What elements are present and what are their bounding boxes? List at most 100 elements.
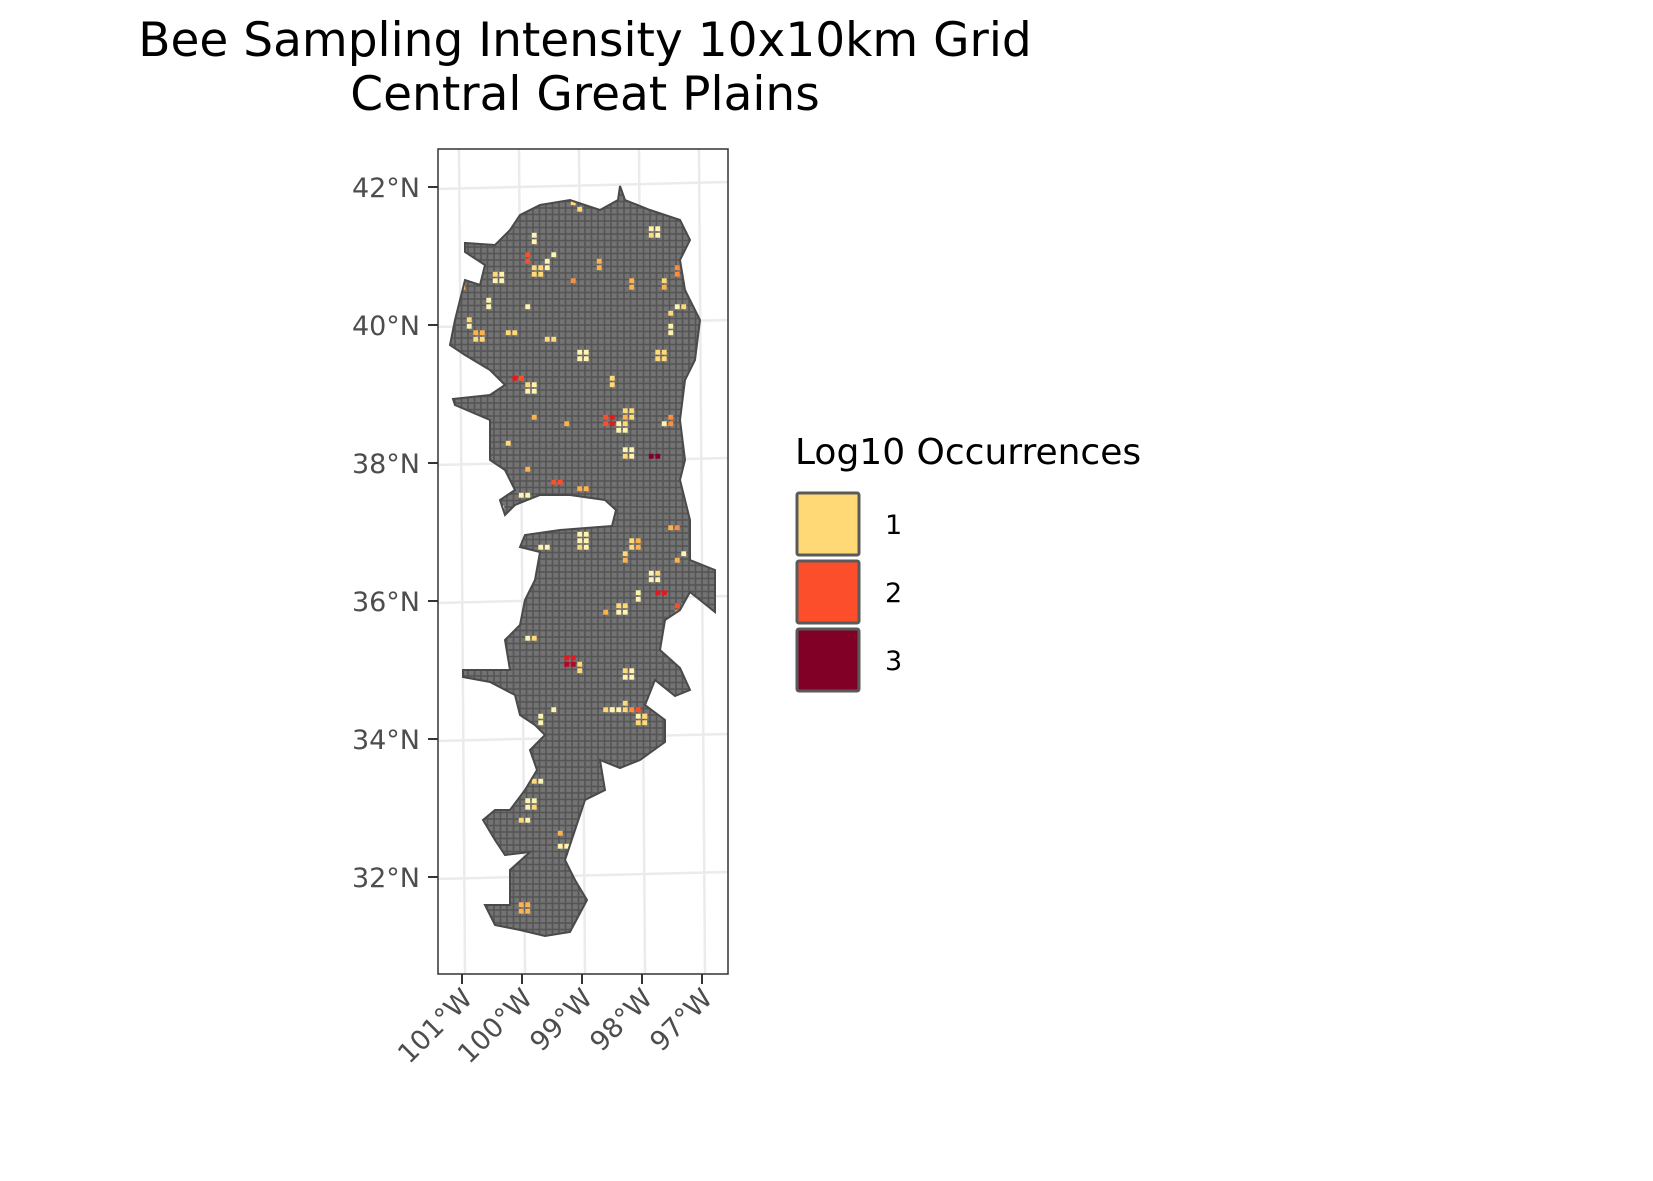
grid-cell [466, 317, 472, 323]
grid-cell [557, 843, 563, 849]
grid-cell [531, 804, 537, 810]
grid-cell [655, 232, 661, 238]
legend-key-2 [795, 559, 861, 625]
grid-cell [557, 830, 563, 836]
grid-cell [525, 798, 531, 804]
grid-cell [525, 804, 531, 810]
grid-cell [609, 375, 615, 381]
grid-cell [674, 271, 680, 277]
grid-cell [583, 531, 589, 537]
grid-cell [512, 375, 518, 381]
chart-title-line-2: Central Great Plains [350, 67, 820, 122]
grid-cell [635, 544, 641, 550]
grid-cell [564, 655, 570, 661]
grid-cell [525, 902, 531, 908]
grid-cell [525, 388, 531, 394]
grid-cell [525, 817, 531, 823]
grid-cell [525, 635, 531, 641]
grid-cell [609, 414, 615, 420]
grid-cell [531, 414, 537, 420]
grid-cell [473, 330, 479, 336]
grid-cell [551, 252, 557, 258]
grid-cell [648, 577, 654, 583]
grid-cell [486, 304, 492, 310]
grid-cell [473, 336, 479, 342]
grid-cell [661, 421, 667, 427]
grid-cell [668, 323, 674, 329]
grid-cell [616, 603, 622, 609]
grid-cell [538, 713, 544, 719]
grid-cell [531, 232, 537, 238]
map-panel [437, 148, 729, 975]
grid-cell [577, 544, 583, 550]
grid-cell [674, 557, 680, 563]
y-tick-label: 36°N [352, 587, 420, 618]
grid-cell [564, 421, 570, 427]
x-tick-label: 98°W [584, 983, 659, 1058]
grid-cell [629, 414, 635, 420]
grid-cell [583, 544, 589, 550]
grid-cell [622, 414, 628, 420]
grid-cell [577, 356, 583, 362]
grid-cell [525, 304, 531, 310]
grid-cell [629, 447, 635, 453]
grid-cell [603, 414, 609, 420]
grid-cell [629, 668, 635, 674]
grid-cell [544, 265, 550, 271]
grid-cell [655, 453, 661, 459]
grid-cell [635, 707, 641, 713]
grid-cell [570, 278, 576, 284]
grid-cell [518, 817, 524, 823]
grid-cell [681, 304, 687, 310]
grid-cell [551, 479, 557, 485]
grid-cell [570, 661, 576, 667]
grid-cell [583, 356, 589, 362]
grid-cell [609, 707, 615, 713]
graticule-meridian [697, 149, 707, 974]
grid-cell [629, 278, 635, 284]
grid-cell [525, 382, 531, 388]
grid-cell [538, 720, 544, 726]
legend-label: 1 [885, 510, 902, 541]
grid-cell [577, 206, 583, 212]
grid-cell [603, 609, 609, 615]
grid-cell [531, 382, 537, 388]
grid-cell [616, 421, 622, 427]
grid-cell [622, 557, 628, 563]
grid-cell [622, 447, 628, 453]
legend-key-3 [795, 627, 861, 693]
grid-cell [538, 544, 544, 550]
grid-cell [661, 284, 667, 290]
grid-cell [531, 265, 537, 271]
x-tick-label: 97°W [644, 983, 719, 1058]
grid-cell [629, 453, 635, 459]
grid-cell [661, 590, 667, 596]
grid-cell [655, 356, 661, 362]
grid-cell [616, 427, 622, 433]
grid-cell [538, 271, 544, 277]
graticule-parallel [438, 180, 728, 191]
grid-cell [635, 590, 641, 596]
grid-cell [525, 258, 531, 264]
y-tick-label: 42°N [352, 173, 420, 204]
grid-cell [577, 486, 583, 492]
grid-cell [629, 707, 635, 713]
grid-cell [635, 720, 641, 726]
legend: Log10 Occurrences 1 2 3 [795, 432, 1141, 693]
grid-cell [622, 700, 628, 706]
grid-cell [648, 226, 654, 232]
grid-cell [518, 375, 524, 381]
grid-cell [616, 609, 622, 615]
grid-cell [674, 265, 680, 271]
graticule-meridian [457, 149, 467, 974]
grid-cell [525, 492, 531, 498]
grid-cell [505, 330, 511, 336]
legend-label: 3 [885, 646, 902, 677]
grid-cell [642, 720, 648, 726]
grid-cell [479, 336, 485, 342]
grid-cell [525, 252, 531, 258]
grid-cell [622, 707, 628, 713]
chart-title: Bee Sampling Intensity 10x10km Grid Cent… [60, 14, 1110, 122]
